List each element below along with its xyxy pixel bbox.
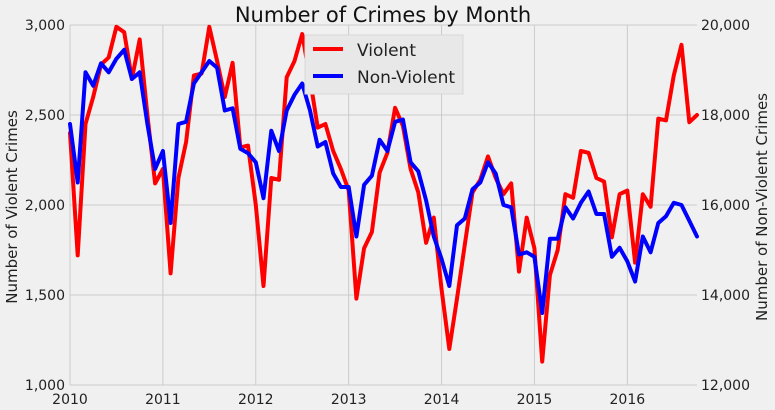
- chart-title: Number of Crimes by Month: [235, 3, 531, 27]
- y-axis-right-label: Number of Non-Violent Crimes: [753, 93, 771, 321]
- legend-label-non-violent: Non-Violent: [357, 68, 455, 88]
- series-line-non-violent: [68, 47, 699, 315]
- y-left-tick-label: 2,500: [25, 108, 65, 124]
- y-left-tick-label: 1,000: [25, 378, 65, 394]
- y-right-tick-label: 14,000: [701, 288, 750, 304]
- y-axis-left-label: Number of Violent Crimes: [3, 110, 21, 304]
- x-tick-label: 2015: [517, 392, 553, 408]
- tick-labels: 2010 2011 2012 2013 2014 2015 2016 1,000 1,500 2,…: [25, 18, 750, 408]
- y-right-tick-label: 20,000: [701, 18, 750, 34]
- legend-box: [304, 34, 464, 95]
- plot-series: [68, 24, 699, 364]
- series-line-violent: [68, 24, 699, 364]
- legend-label-violent: Violent: [357, 41, 416, 61]
- y-left-tick-label: 3,000: [25, 18, 65, 34]
- y-left-tick-label: 2,000: [25, 198, 65, 214]
- x-tick-label: 2013: [331, 392, 367, 408]
- y-right-tick-label: 18,000: [701, 108, 750, 124]
- x-tick-label: 2012: [238, 392, 274, 408]
- x-tick-label: 2011: [145, 392, 181, 408]
- legend: Violent Non-Violent: [304, 34, 464, 95]
- y-left-tick-label: 1,500: [25, 288, 65, 304]
- x-tick-label: 2014: [424, 392, 460, 408]
- x-tick-label: 2016: [610, 392, 646, 408]
- y-right-tick-label: 12,000: [701, 378, 750, 394]
- x-tick-label: 2010: [52, 392, 88, 408]
- y-right-tick-label: 16,000: [701, 198, 750, 214]
